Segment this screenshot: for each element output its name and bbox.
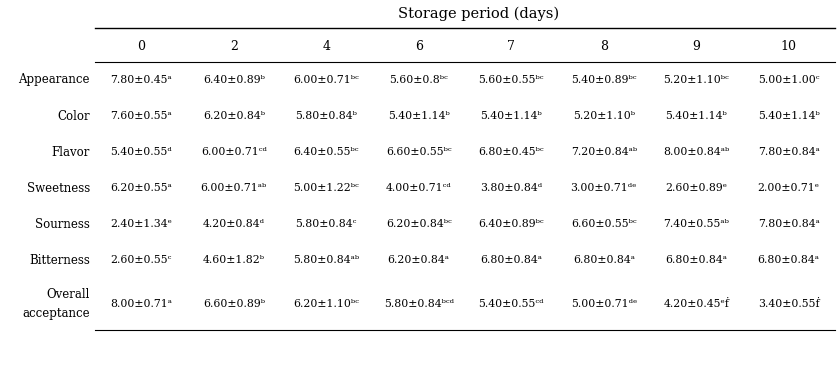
- Text: 6.40±0.89ᵇ: 6.40±0.89ᵇ: [202, 75, 265, 85]
- Text: 6.40±0.55ᵇᶜ: 6.40±0.55ᵇᶜ: [293, 147, 359, 157]
- Text: 6.80±0.84ᵃ: 6.80±0.84ᵃ: [480, 255, 543, 265]
- Text: Storage period (days): Storage period (days): [398, 7, 559, 21]
- Text: 5.00±1.22ᵇᶜ: 5.00±1.22ᵇᶜ: [293, 183, 360, 193]
- Text: Flavor: Flavor: [51, 146, 90, 158]
- Text: 3.80±0.84ᵈ: 3.80±0.84ᵈ: [480, 183, 543, 193]
- Text: 7.80±0.84ᵃ: 7.80±0.84ᵃ: [758, 147, 820, 157]
- Text: 5.40±1.14ᵇ: 5.40±1.14ᵇ: [758, 111, 820, 121]
- Text: 6.80±0.84ᵃ: 6.80±0.84ᵃ: [758, 255, 820, 265]
- Text: 8.00±0.71ᵃ: 8.00±0.71ᵃ: [110, 299, 172, 309]
- Text: 6.20±0.84ᵃ: 6.20±0.84ᵃ: [388, 255, 449, 265]
- Text: 5.40±0.55ᵈ: 5.40±0.55ᵈ: [110, 147, 172, 157]
- Text: 2.60±0.89ᵉ: 2.60±0.89ᵉ: [665, 183, 727, 193]
- Text: 6.20±0.84ᵇ: 6.20±0.84ᵇ: [202, 111, 265, 121]
- Text: 6.80±0.84ᵃ: 6.80±0.84ᵃ: [665, 255, 727, 265]
- Text: 4.20±0.84ᵈ: 4.20±0.84ᵈ: [202, 219, 265, 229]
- Text: 5.20±1.10ᵇᶜ: 5.20±1.10ᵇᶜ: [664, 75, 729, 85]
- Text: 6.60±0.55ᵇᶜ: 6.60±0.55ᵇᶜ: [571, 219, 637, 229]
- Text: 5.40±1.14ᵇ: 5.40±1.14ᵇ: [388, 111, 449, 121]
- Text: 5.60±0.8ᵇᶜ: 5.60±0.8ᵇᶜ: [390, 75, 448, 85]
- Text: 7.60±0.55ᵃ: 7.60±0.55ᵃ: [110, 111, 172, 121]
- Text: 6.00±0.71ᶜᵈ: 6.00±0.71ᶜᵈ: [201, 147, 266, 157]
- Text: 2: 2: [230, 41, 238, 54]
- Text: 7.80±0.84ᵃ: 7.80±0.84ᵃ: [758, 219, 820, 229]
- Text: 8: 8: [600, 41, 608, 54]
- Text: 6.00±0.71ᵃᵇ: 6.00±0.71ᵃᵇ: [201, 183, 267, 193]
- Text: 6.60±0.55ᵇᶜ: 6.60±0.55ᵇᶜ: [386, 147, 452, 157]
- Text: 4.60±1.82ᵇ: 4.60±1.82ᵇ: [202, 255, 265, 265]
- Text: Sweetness: Sweetness: [27, 182, 90, 195]
- Text: 6.20±0.55ᵃ: 6.20±0.55ᵃ: [110, 183, 172, 193]
- Text: 6.00±0.71ᵇᶜ: 6.00±0.71ᵇᶜ: [293, 75, 360, 85]
- Text: 5.60±0.55ᵇᶜ: 5.60±0.55ᵇᶜ: [479, 75, 544, 85]
- Text: 5.00±0.71ᵈᵉ: 5.00±0.71ᵈᵉ: [570, 299, 637, 309]
- Text: 5.80±0.84ᵇᶜᵈ: 5.80±0.84ᵇᶜᵈ: [384, 299, 454, 309]
- Text: 5.20±1.10ᵇ: 5.20±1.10ᵇ: [573, 111, 635, 121]
- Text: Overall: Overall: [47, 288, 90, 301]
- Text: 7.20±0.84ᵃᵇ: 7.20±0.84ᵃᵇ: [570, 147, 637, 157]
- Text: 5.40±1.14ᵇ: 5.40±1.14ᵇ: [665, 111, 727, 121]
- Text: 7: 7: [507, 41, 515, 54]
- Text: 4.00±0.71ᶜᵈ: 4.00±0.71ᶜᵈ: [386, 183, 452, 193]
- Text: 6.20±1.10ᵇᶜ: 6.20±1.10ᵇᶜ: [293, 299, 360, 309]
- Text: 10: 10: [780, 41, 797, 54]
- Text: 0: 0: [137, 41, 145, 54]
- Text: Color: Color: [57, 109, 90, 122]
- Text: 4: 4: [323, 41, 330, 54]
- Text: 6: 6: [415, 41, 423, 54]
- Text: 3.00±0.71ᵈᵉ: 3.00±0.71ᵈᵉ: [570, 183, 637, 193]
- Text: Appearance: Appearance: [18, 73, 90, 87]
- Text: 2.60±0.55ᶜ: 2.60±0.55ᶜ: [111, 255, 172, 265]
- Text: 5.80±0.84ᵇ: 5.80±0.84ᵇ: [296, 111, 357, 121]
- Text: 9: 9: [692, 41, 701, 54]
- Text: 5.40±0.89ᵇᶜ: 5.40±0.89ᵇᶜ: [571, 75, 637, 85]
- Text: 7.80±0.45ᵃ: 7.80±0.45ᵃ: [110, 75, 172, 85]
- Text: Bitterness: Bitterness: [29, 253, 90, 266]
- Text: 5.40±1.14ᵇ: 5.40±1.14ᵇ: [480, 111, 542, 121]
- Text: 3.40±0.55ḟ: 3.40±0.55ḟ: [758, 299, 820, 309]
- Text: 7.40±0.55ᵃᵇ: 7.40±0.55ᵃᵇ: [664, 219, 729, 229]
- Text: Sourness: Sourness: [35, 217, 90, 231]
- Text: 4.20±0.45ᵉḟ: 4.20±0.45ᵉḟ: [664, 299, 729, 309]
- Text: 6.80±0.45ᵇᶜ: 6.80±0.45ᵇᶜ: [479, 147, 544, 157]
- Text: 2.40±1.34ᵉ: 2.40±1.34ᵉ: [110, 219, 172, 229]
- Text: 8.00±0.84ᵃᵇ: 8.00±0.84ᵃᵇ: [663, 147, 729, 157]
- Text: 2.00±0.71ᵉ: 2.00±0.71ᵉ: [758, 183, 820, 193]
- Text: 5.00±1.00ᶜ: 5.00±1.00ᶜ: [758, 75, 820, 85]
- Text: 5.80±0.84ᶜ: 5.80±0.84ᶜ: [296, 219, 357, 229]
- Text: 6.40±0.89ᵇᶜ: 6.40±0.89ᵇᶜ: [479, 219, 544, 229]
- Text: 6.60±0.89ᵇ: 6.60±0.89ᵇ: [202, 299, 265, 309]
- Text: 5.40±0.55ᶜᵈ: 5.40±0.55ᶜᵈ: [479, 299, 544, 309]
- Text: 5.80±0.84ᵃᵇ: 5.80±0.84ᵃᵇ: [293, 255, 360, 265]
- Text: 6.20±0.84ᵇᶜ: 6.20±0.84ᵇᶜ: [386, 219, 452, 229]
- Text: acceptance: acceptance: [23, 307, 90, 320]
- Text: 6.80±0.84ᵃ: 6.80±0.84ᵃ: [573, 255, 635, 265]
